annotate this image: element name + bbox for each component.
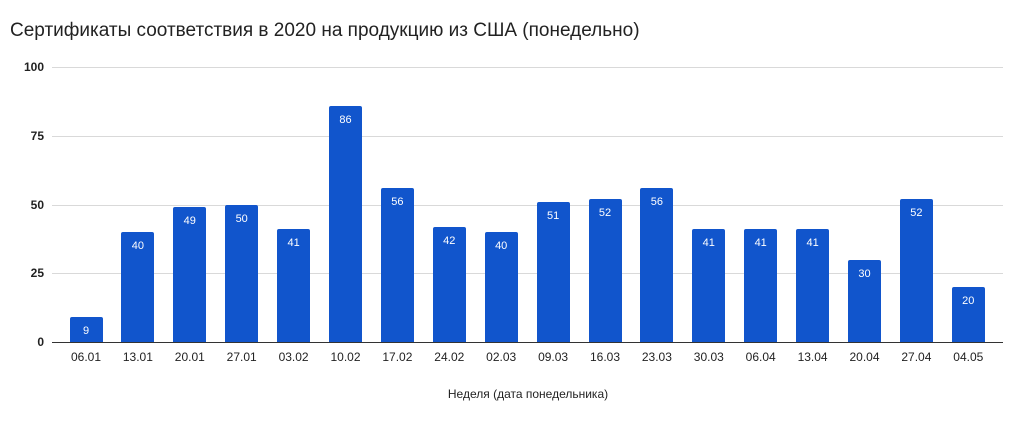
bar[interactable]: 56 — [380, 188, 414, 342]
bar-value-label: 49 — [183, 215, 196, 228]
bar[interactable]: 41 — [744, 229, 778, 342]
gridline — [52, 67, 1003, 68]
x-tick-label: 13.01 — [122, 350, 153, 364]
bar[interactable]: 9 — [69, 317, 103, 342]
x-tick-label: 20.04 — [849, 350, 880, 364]
x-tick-label: 09.03 — [538, 350, 569, 364]
bar[interactable]: 50 — [225, 204, 259, 342]
y-tick-label: 25 — [30, 266, 44, 281]
bar-value-label: 42 — [443, 234, 456, 247]
x-axis-line — [52, 342, 1003, 343]
x-axis-title: Неделя (дата понедельника) — [447, 387, 609, 401]
bar-value-label: 41 — [702, 237, 715, 250]
x-tick-label: 06.01 — [70, 350, 102, 364]
bar[interactable]: 41 — [796, 229, 830, 342]
bar[interactable]: 20 — [951, 287, 985, 342]
x-tick-label: 30.03 — [693, 350, 724, 364]
bar-value-label: 40 — [131, 240, 145, 252]
x-tick-label: 27.04 — [901, 350, 932, 364]
bar[interactable]: 86 — [329, 105, 362, 342]
bar-value-label: 52 — [598, 207, 612, 219]
y-tick-label: 100 — [23, 60, 44, 74]
bar[interactable]: 42 — [432, 226, 466, 342]
bar-value-label: 51 — [546, 209, 560, 222]
gridline — [52, 273, 1003, 275]
gridline — [52, 135, 1003, 137]
bar[interactable]: 40 — [484, 232, 518, 342]
x-tick-label: 13.04 — [797, 350, 828, 364]
bar-value-label: 41 — [754, 237, 767, 250]
x-tick-label: 03.02 — [278, 350, 309, 364]
bar[interactable]: 56 — [640, 188, 674, 342]
chart-title: Сертификаты соответствия в 2020 на проду… — [10, 20, 640, 41]
bar[interactable]: 49 — [173, 207, 207, 342]
bar-value-label: 30 — [858, 267, 871, 280]
bar-value-label: 20 — [962, 295, 975, 307]
bar-value-label: 86 — [339, 113, 352, 126]
bar[interactable]: 41 — [277, 229, 311, 342]
y-tick-label: 75 — [30, 128, 44, 143]
x-tick-label: 06.04 — [745, 350, 776, 364]
bar[interactable]: 52 — [588, 199, 622, 342]
x-tick-label: 27.01 — [226, 350, 257, 364]
bar-value-label: 50 — [235, 212, 248, 225]
bar[interactable]: 51 — [536, 201, 570, 342]
bar[interactable]: 41 — [692, 229, 726, 342]
bar[interactable]: 52 — [899, 199, 933, 342]
x-tick-label: 10.02 — [330, 350, 361, 364]
x-tick-label: 24.02 — [434, 350, 465, 364]
x-tick-label: 04.05 — [953, 350, 984, 364]
bar-value-label: 52 — [910, 207, 923, 219]
gridline — [52, 204, 1003, 206]
x-tick-label: 02.03 — [486, 350, 517, 364]
bar-value-label: 9 — [82, 325, 90, 338]
bar-value-label: 56 — [391, 196, 404, 208]
bar-value-label: 41 — [806, 237, 819, 250]
x-tick-label: 23.03 — [641, 350, 672, 364]
y-tick-label: 0 — [37, 335, 44, 349]
bar-value-label: 56 — [650, 196, 664, 208]
x-tick-label: 20.01 — [174, 350, 205, 364]
bar-value-label: 40 — [495, 240, 508, 252]
x-tick-label: 16.03 — [589, 350, 621, 364]
bar[interactable]: 40 — [121, 232, 155, 342]
x-tick-label: 17.02 — [382, 350, 413, 364]
bar[interactable]: 30 — [848, 259, 881, 342]
bar-value-label: 41 — [287, 237, 300, 250]
y-tick-label: 50 — [30, 197, 44, 212]
